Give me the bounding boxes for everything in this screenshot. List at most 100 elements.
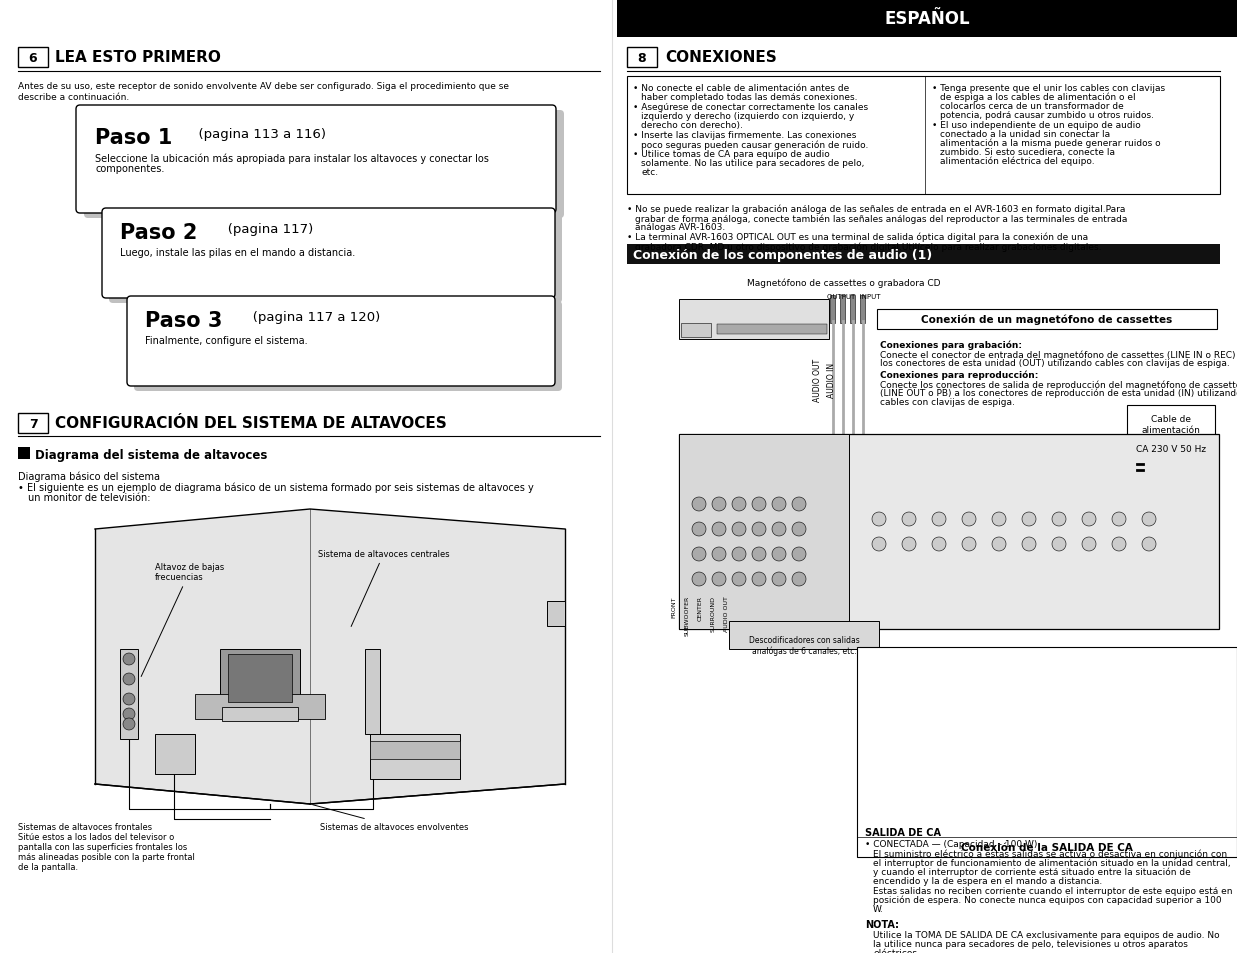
Text: Conecte el conector de entrada del magnetófono de cassettes (LINE IN o REC) a: Conecte el conector de entrada del magne… bbox=[880, 350, 1237, 359]
Text: Paso 2: Paso 2 bbox=[120, 223, 198, 243]
Polygon shape bbox=[95, 510, 565, 804]
Text: Utilice la TOMA DE SALIDA DE CA exclusivamente para equipos de audio. No: Utilice la TOMA DE SALIDA DE CA exclusiv… bbox=[873, 930, 1220, 939]
Circle shape bbox=[931, 513, 946, 526]
Text: solamente. No las utilice para secadores de pelo,: solamente. No las utilice para secadores… bbox=[641, 159, 865, 168]
Bar bbox=[627, 77, 1220, 194]
Text: CONEXIONES: CONEXIONES bbox=[666, 51, 777, 66]
Circle shape bbox=[872, 513, 886, 526]
Text: eléctricos.: eléctricos. bbox=[873, 948, 920, 953]
Text: de la pantalla.: de la pantalla. bbox=[19, 862, 78, 871]
FancyBboxPatch shape bbox=[84, 111, 564, 219]
Text: Seleccione la ubicación más apropiada para instalar los altavoces y conectar los: Seleccione la ubicación más apropiada pa… bbox=[95, 152, 489, 163]
Text: haber completado todas las demás conexiones.: haber completado todas las demás conexio… bbox=[641, 92, 857, 102]
Circle shape bbox=[752, 497, 766, 512]
Bar bbox=[679, 299, 829, 339]
Text: potencia, podrá causar zumbido u otros ruidos.: potencia, podrá causar zumbido u otros r… bbox=[940, 111, 1154, 120]
Bar bbox=[830, 295, 835, 324]
Bar bbox=[717, 325, 828, 335]
Circle shape bbox=[732, 497, 746, 512]
Circle shape bbox=[713, 522, 726, 537]
Text: (pagina 117): (pagina 117) bbox=[215, 223, 313, 235]
Circle shape bbox=[1022, 513, 1037, 526]
Text: • No conecte el cable de alimentación antes de: • No conecte el cable de alimentación an… bbox=[633, 84, 850, 92]
Circle shape bbox=[792, 573, 807, 586]
Text: grabar de forma análoga, conecte también las señales análogas del reproductor a : grabar de forma análoga, conecte también… bbox=[635, 213, 1127, 223]
Text: describe a continuación.: describe a continuación. bbox=[19, 92, 129, 102]
Text: cables con clavijas de espiga.: cables con clavijas de espiga. bbox=[880, 397, 1014, 407]
Text: Diagrama básico del sistema: Diagrama básico del sistema bbox=[19, 472, 160, 482]
Bar bbox=[19, 48, 48, 68]
Circle shape bbox=[792, 522, 807, 537]
Text: Conexiones para grabación:: Conexiones para grabación: bbox=[880, 339, 1022, 349]
Text: ESPAÑOL: ESPAÑOL bbox=[884, 10, 970, 28]
Circle shape bbox=[732, 547, 746, 561]
Circle shape bbox=[872, 537, 886, 552]
Circle shape bbox=[1143, 454, 1171, 481]
Circle shape bbox=[752, 522, 766, 537]
Text: Sistemas de altavoces frontales: Sistemas de altavoces frontales bbox=[19, 822, 152, 831]
Bar bbox=[860, 295, 865, 324]
Text: Paso 1: Paso 1 bbox=[95, 128, 172, 148]
Circle shape bbox=[691, 547, 706, 561]
Text: Conexión de un magnetófono de cassettes: Conexión de un magnetófono de cassettes bbox=[922, 314, 1173, 325]
Circle shape bbox=[752, 573, 766, 586]
Bar bbox=[195, 695, 325, 720]
Circle shape bbox=[792, 497, 807, 512]
Text: El suministro eléctrico a estas salidas se activa o desactiva en conjunción con: El suministro eléctrico a estas salidas … bbox=[873, 849, 1227, 859]
FancyBboxPatch shape bbox=[109, 213, 562, 304]
Bar bbox=[228, 655, 292, 702]
Text: conectado a la unidad sin conectar la: conectado a la unidad sin conectar la bbox=[940, 130, 1110, 139]
Circle shape bbox=[752, 547, 766, 561]
Text: Sistemas de altavoces envolventes: Sistemas de altavoces envolventes bbox=[313, 805, 469, 831]
Circle shape bbox=[1112, 513, 1126, 526]
Text: CENTER: CENTER bbox=[698, 596, 703, 620]
Circle shape bbox=[772, 547, 785, 561]
Bar bbox=[370, 734, 460, 780]
Bar bbox=[627, 245, 1220, 265]
Circle shape bbox=[962, 537, 976, 552]
Circle shape bbox=[732, 522, 746, 537]
Text: Descodificadores con salidas
analógas de 6 canales, etc.: Descodificadores con salidas analógas de… bbox=[748, 636, 860, 656]
Text: Conexiones para reproducción:: Conexiones para reproducción: bbox=[880, 370, 1038, 379]
Text: (pagina 117 a 120): (pagina 117 a 120) bbox=[240, 311, 380, 324]
Text: de espiga a los cables de alimentación o el: de espiga a los cables de alimentación o… bbox=[940, 92, 1136, 102]
Text: pantalla con las superficies frontales los: pantalla con las superficies frontales l… bbox=[19, 842, 187, 851]
Circle shape bbox=[931, 537, 946, 552]
Circle shape bbox=[713, 573, 726, 586]
Text: alimentación a la misma puede generar ruidos o: alimentación a la misma puede generar ru… bbox=[940, 139, 1160, 149]
Text: • Utilice tomas de CA para equipo de audio: • Utilice tomas de CA para equipo de aud… bbox=[633, 150, 830, 159]
Text: Paso 3: Paso 3 bbox=[145, 311, 223, 331]
Text: AUDIO OUT: AUDIO OUT bbox=[813, 358, 821, 401]
Bar bbox=[547, 601, 565, 626]
Text: W.: W. bbox=[873, 904, 883, 913]
Circle shape bbox=[902, 513, 917, 526]
Text: izquierdo y derecho (izquierdo con izquierdo, y: izquierdo y derecho (izquierdo con izqui… bbox=[641, 112, 855, 121]
Text: Estas salidas no reciben corriente cuando el interruptor de este equipo está en: Estas salidas no reciben corriente cuand… bbox=[873, 886, 1232, 895]
Circle shape bbox=[1082, 513, 1096, 526]
Circle shape bbox=[792, 547, 807, 561]
Text: colocarlos cerca de un transformador de: colocarlos cerca de un transformador de bbox=[940, 102, 1123, 111]
Text: el interruptor de funcionamiento de alimentación situado en la unidad central,: el interruptor de funcionamiento de alim… bbox=[873, 858, 1231, 867]
Text: • Tenga presente que el unir los cables con clavijas: • Tenga presente que el unir los cables … bbox=[931, 84, 1165, 92]
Circle shape bbox=[713, 497, 726, 512]
Text: encendido y la de espera en el mando a distancia.: encendido y la de espera en el mando a d… bbox=[873, 876, 1102, 885]
Circle shape bbox=[962, 513, 976, 526]
Circle shape bbox=[1142, 537, 1157, 552]
Circle shape bbox=[713, 547, 726, 561]
FancyBboxPatch shape bbox=[134, 302, 562, 392]
Text: grabadora CDR, MD u otro dispositivo de grabación digital.Utilícelo para realiza: grabadora CDR, MD u otro dispositivo de … bbox=[635, 242, 1101, 252]
Text: Antes de su uso, este receptor de sonido envolvente AV debe ser configurado. Sig: Antes de su uso, este receptor de sonido… bbox=[19, 82, 508, 91]
Circle shape bbox=[122, 708, 135, 720]
Circle shape bbox=[1022, 537, 1037, 552]
Bar bbox=[155, 734, 195, 774]
Text: CA 230 V 50 Hz: CA 230 V 50 Hz bbox=[1136, 444, 1206, 454]
Text: los conectores de esta unidad (OUT) utilizando cables con clavijas de espiga.: los conectores de esta unidad (OUT) util… bbox=[880, 358, 1230, 368]
Circle shape bbox=[992, 537, 1006, 552]
Circle shape bbox=[772, 497, 785, 512]
Circle shape bbox=[1142, 513, 1157, 526]
Circle shape bbox=[1112, 537, 1126, 552]
Text: • Asegúrese de conectar correctamente los canales: • Asegúrese de conectar correctamente lo… bbox=[633, 103, 868, 112]
Circle shape bbox=[902, 537, 917, 552]
Text: 7: 7 bbox=[28, 417, 37, 430]
Text: más alineadas posible con la parte frontal: más alineadas posible con la parte front… bbox=[19, 852, 195, 862]
